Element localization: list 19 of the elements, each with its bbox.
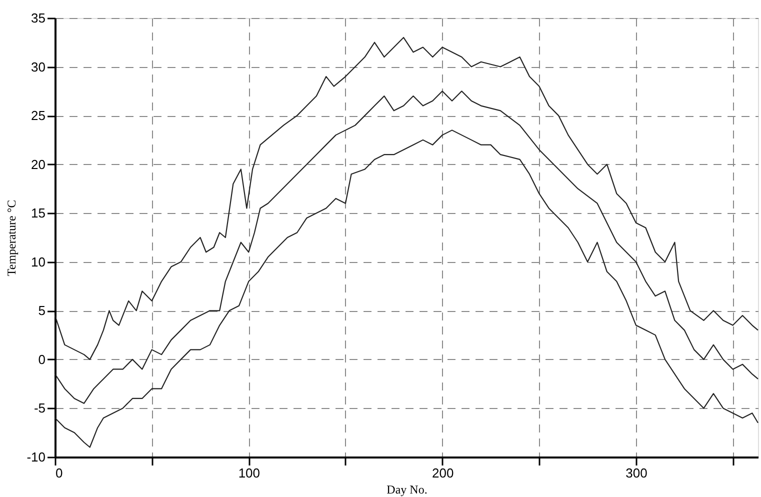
- x-tick-label: 100: [238, 466, 260, 480]
- x-axis-title: Day No.: [386, 482, 428, 496]
- y-tick-label: 0: [38, 352, 46, 367]
- y-tick-label: 15: [31, 206, 46, 221]
- y-axis-title: Temperature °C: [4, 200, 19, 276]
- x-tick-label: 300: [626, 466, 648, 480]
- y-tick-label: -10: [26, 450, 46, 464]
- y-tick-label: 20: [31, 156, 46, 172]
- line-series: [54, 90, 759, 404]
- y-tick-label: 5: [38, 303, 46, 318]
- y-tick-label: 25: [31, 108, 46, 124]
- line-series: [54, 36, 759, 360]
- y-tick-label: 10: [31, 254, 46, 270]
- x-tick-label: 0: [56, 466, 63, 480]
- line-series: [54, 130, 759, 448]
- y-tick-label: 35: [31, 10, 46, 26]
- x-tick-label: 200: [432, 466, 454, 480]
- y-tick-label: -5: [34, 400, 46, 416]
- y-tick-label: 30: [31, 59, 46, 74]
